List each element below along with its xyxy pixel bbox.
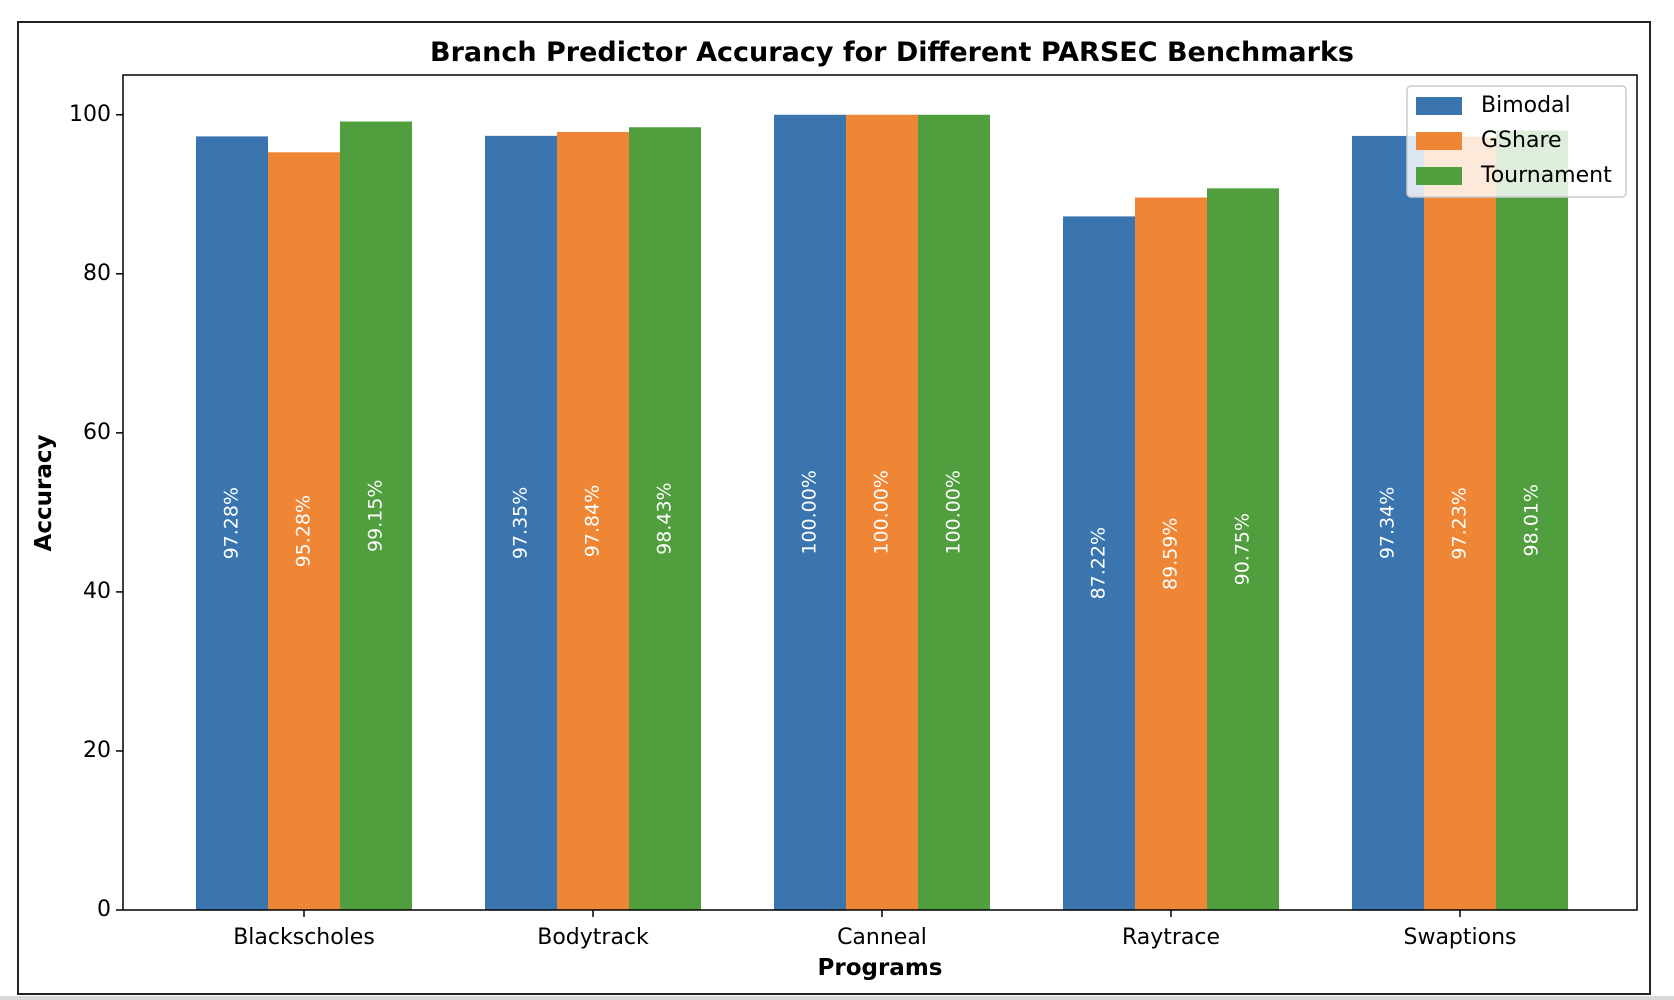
bar-label-tournament-canneal: 100.00% — [943, 470, 965, 555]
x-axis-label: Programs — [818, 955, 943, 981]
x-tick-label-canneal: Canneal — [837, 925, 927, 950]
bar-label-gshare-raytrace: 89.59% — [1160, 518, 1182, 590]
y-tick-label-20: 20 — [83, 738, 111, 763]
bar-tournament-swaptions — [1496, 130, 1568, 910]
y-tick-label-100: 100 — [69, 102, 111, 127]
bar-tournament-blackscholes — [340, 121, 412, 911]
legend: Bimodal GShare Tournament — [1406, 85, 1627, 198]
legend-label-bimodal: Bimodal — [1481, 93, 1571, 118]
bar-label-tournament-blackscholes: 99.15% — [365, 480, 387, 552]
legend-label-gshare: GShare — [1481, 128, 1562, 153]
bar-label-tournament-raytrace: 90.75% — [1232, 513, 1254, 585]
bar-gshare-bodytrack — [557, 131, 629, 911]
bar-label-bimodal-canneal: 100.00% — [799, 470, 821, 555]
bar-label-bimodal-raytrace: 87.22% — [1088, 527, 1110, 599]
legend-swatch-bimodal — [1416, 97, 1462, 115]
bar-label-gshare-bodytrack: 97.84% — [582, 485, 604, 557]
y-axis-label: Accuracy — [31, 435, 57, 552]
bars-layer — [196, 114, 1568, 911]
y-tick-label-0: 0 — [97, 897, 111, 922]
bar-gshare-canneal — [846, 114, 918, 910]
legend-swatch-gshare — [1416, 132, 1462, 150]
bar-bimodal-canneal — [774, 114, 846, 910]
bar-label-bimodal-swaptions: 97.34% — [1377, 487, 1399, 559]
bar-label-bimodal-bodytrack: 97.35% — [510, 487, 532, 559]
bar-bimodal-bodytrack — [485, 135, 557, 911]
bar-bimodal-swaptions — [1352, 135, 1424, 911]
x-tick-label-blackscholes: Blackscholes — [233, 925, 375, 950]
legend-items: Bimodal GShare Tournament — [1416, 93, 1612, 188]
legend-label-tournament: Tournament — [1480, 163, 1612, 188]
plot-area — [122, 74, 1638, 911]
x-tick-label-swaptions: Swaptions — [1403, 925, 1516, 950]
y-tick-label-80: 80 — [83, 261, 111, 286]
y-tick-label-60: 60 — [83, 420, 111, 445]
y-axis: 0 20 40 60 80 100 — [69, 102, 123, 922]
bar-gshare-raytrace — [1135, 197, 1207, 910]
bar-label-gshare-swaptions: 97.23% — [1449, 487, 1471, 559]
x-tick-label-raytrace: Raytrace — [1122, 925, 1220, 950]
bar-gshare-swaptions — [1424, 136, 1496, 911]
x-axis: Blackscholes Bodytrack Canneal Raytrace Swap… — [233, 910, 1517, 950]
bar-gshare-blackscholes — [268, 152, 340, 911]
bar-label-gshare-blackscholes: 95.28% — [293, 495, 315, 567]
x-tick-label-bodytrack: Bodytrack — [537, 925, 649, 950]
bar-tournament-raytrace — [1207, 188, 1279, 911]
bar-tournament-canneal — [918, 114, 990, 910]
bar-bimodal-raytrace — [1063, 216, 1135, 911]
bar-label-bimodal-blackscholes: 97.28% — [221, 487, 243, 559]
bar-bimodal-blackscholes — [196, 136, 268, 910]
bar-labels-layer: 97.28% 95.28% 99.15% 97.35% 97.84% 98.43% 100.… — [221, 470, 1543, 599]
bar-label-tournament-swaptions: 98.01% — [1521, 484, 1543, 556]
bar-label-gshare-canneal: 100.00% — [871, 470, 893, 555]
y-tick-label-40: 40 — [83, 579, 111, 604]
chart-title: Branch Predictor Accuracy for Different … — [430, 37, 1354, 68]
bar-label-tournament-bodytrack: 98.43% — [654, 482, 676, 554]
legend-swatch-tournament — [1416, 167, 1462, 185]
window-bottom-edge — [0, 996, 1674, 1000]
bar-tournament-bodytrack — [629, 127, 701, 911]
